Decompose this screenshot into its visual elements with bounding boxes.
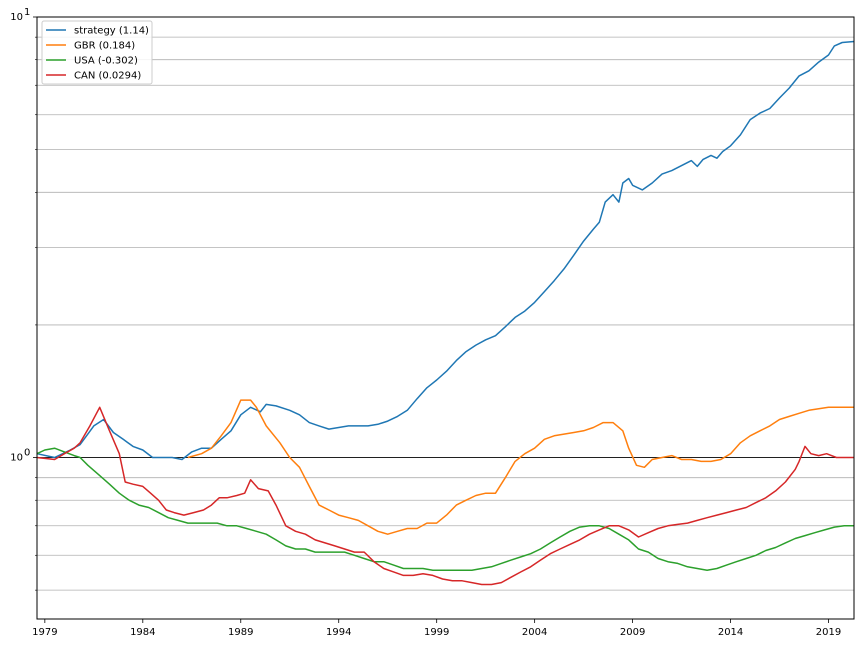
- y-tick-exponent: 1: [24, 7, 30, 18]
- x-tick-label: 2019: [816, 627, 841, 638]
- x-tick-label: 1989: [228, 627, 253, 638]
- x-tick-label: 2009: [620, 627, 645, 638]
- x-tick-label: 1984: [130, 627, 155, 638]
- y-tick-exponent: 0: [24, 448, 30, 459]
- legend-label-2: GBR (0.184): [74, 41, 135, 52]
- legend: strategy (1.14) GBR (0.184) USA (-0.302) CA…: [41, 20, 153, 85]
- legend-label-4: CAN (0.0294): [74, 71, 141, 82]
- x-tick-label: 1999: [424, 627, 449, 638]
- series-line-3: [36, 447, 854, 571]
- series-line-4: [36, 406, 854, 586]
- legend-label-1: strategy (1.14): [74, 26, 149, 37]
- legend-box: [41, 20, 153, 85]
- x-tick-label: 1979: [32, 627, 57, 638]
- series-line-2: [187, 399, 854, 535]
- series-line-1: [36, 40, 855, 461]
- legend-label-3: USA (-0.302): [74, 56, 138, 67]
- y-tick-label: 10: [10, 12, 23, 23]
- series-lines: [36, 40, 855, 586]
- x-tick-label: 2014: [718, 627, 743, 638]
- x-tick-label: 2004: [522, 627, 547, 638]
- y-tick-label: 10: [10, 453, 23, 464]
- grid-lines: [37, 36, 854, 591]
- x-tick-label: 1994: [326, 627, 351, 638]
- plot-frame: [36, 16, 855, 620]
